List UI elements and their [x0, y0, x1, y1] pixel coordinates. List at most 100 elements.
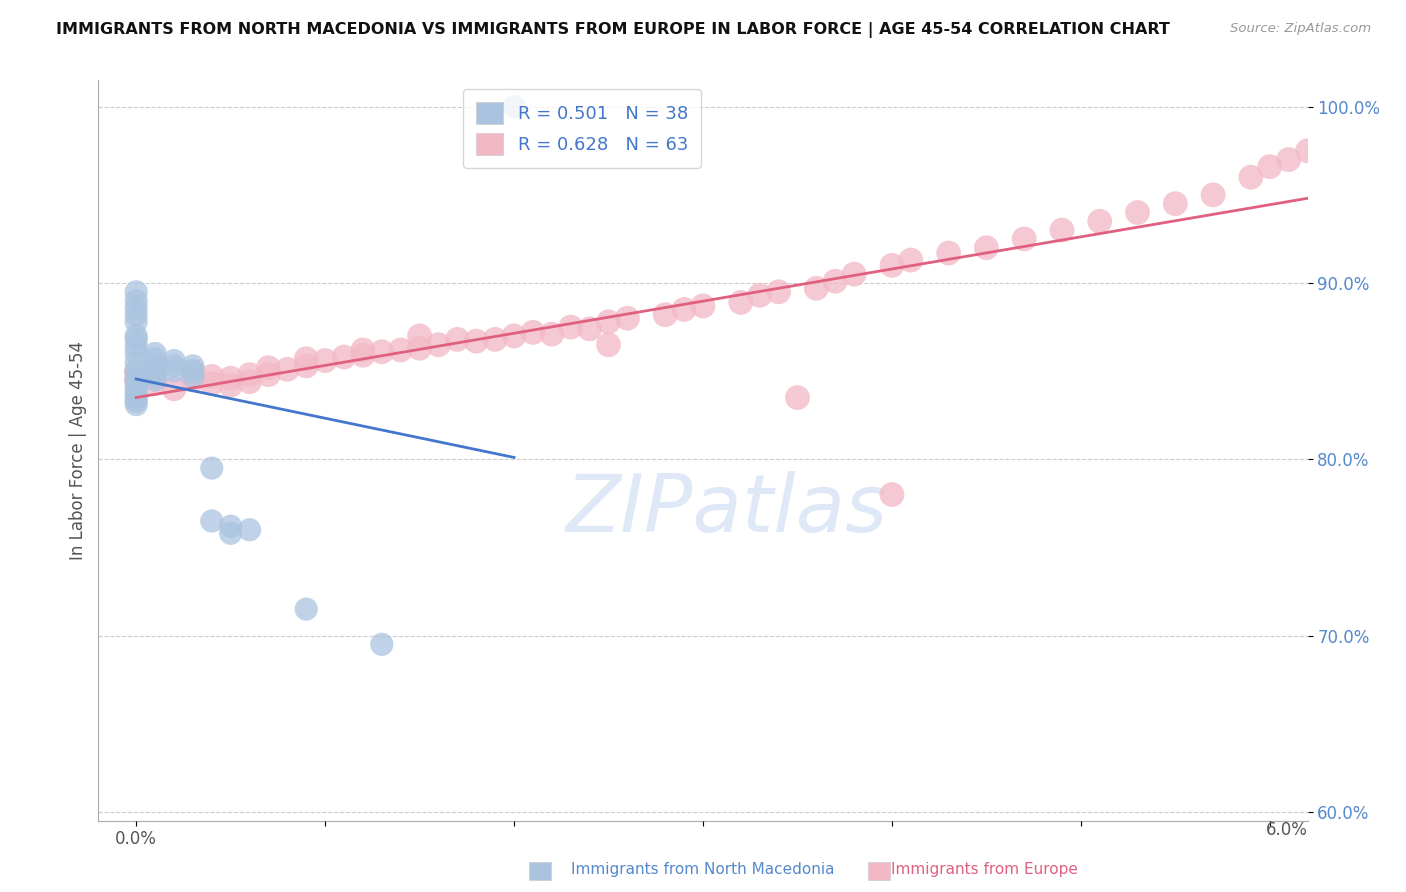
Point — [219, 371, 242, 385]
Point — [143, 351, 166, 366]
Point — [125, 355, 148, 369]
Point — [125, 364, 148, 378]
Text: Immigrants from Europe: Immigrants from Europe — [891, 863, 1077, 877]
Point — [314, 353, 336, 368]
Point — [143, 368, 166, 382]
Point — [730, 295, 752, 310]
Point — [522, 326, 544, 340]
Point — [465, 334, 488, 348]
Point — [352, 343, 374, 357]
Point — [1088, 214, 1111, 228]
Point — [125, 293, 148, 308]
Point — [1012, 232, 1035, 246]
Text: Immigrants from North Macedonia: Immigrants from North Macedonia — [571, 863, 835, 877]
Point — [125, 346, 148, 360]
Point — [1258, 160, 1281, 174]
Point — [352, 348, 374, 362]
Point — [143, 362, 166, 376]
Point — [125, 332, 148, 346]
Point — [181, 359, 204, 373]
Point — [163, 364, 186, 378]
Text: 6.0%: 6.0% — [1265, 821, 1308, 838]
Point — [125, 315, 148, 329]
Point — [598, 315, 620, 329]
Point — [125, 376, 148, 391]
Point — [295, 602, 318, 616]
Point — [844, 267, 866, 281]
Point — [143, 373, 166, 387]
Point — [125, 387, 148, 401]
Point — [276, 362, 298, 376]
Point — [201, 514, 224, 528]
Point — [125, 308, 148, 322]
Point — [598, 337, 620, 351]
Point — [143, 368, 166, 382]
Point — [239, 523, 262, 537]
Point — [371, 637, 394, 651]
Point — [976, 241, 998, 255]
Point — [257, 360, 280, 375]
Point — [181, 364, 204, 378]
Point — [673, 302, 696, 317]
Point — [295, 351, 318, 366]
Y-axis label: In Labor Force | Age 45-54: In Labor Force | Age 45-54 — [69, 341, 87, 560]
Point — [181, 373, 204, 387]
Point — [163, 382, 186, 396]
Text: Source: ZipAtlas.com: Source: ZipAtlas.com — [1230, 22, 1371, 36]
Point — [125, 382, 148, 396]
Point — [503, 329, 526, 343]
Point — [389, 343, 412, 357]
Point — [1050, 223, 1073, 237]
Point — [125, 364, 148, 378]
Point — [768, 285, 790, 299]
Point — [143, 357, 166, 371]
Point — [125, 301, 148, 315]
Point — [540, 327, 562, 342]
Point — [163, 353, 186, 368]
Point — [219, 526, 242, 541]
Point — [560, 320, 582, 334]
Point — [408, 329, 430, 343]
Point — [125, 339, 148, 353]
Point — [446, 332, 468, 346]
Point — [125, 371, 148, 385]
Point — [654, 308, 676, 322]
Point — [201, 376, 224, 391]
Point — [427, 337, 450, 351]
Point — [503, 100, 526, 114]
Point — [143, 376, 166, 391]
Point — [1164, 196, 1187, 211]
Point — [219, 519, 242, 533]
Point — [692, 299, 714, 313]
Point — [239, 375, 262, 389]
Point — [1126, 205, 1149, 219]
Point — [408, 341, 430, 355]
Point — [295, 359, 318, 373]
Text: IMMIGRANTS FROM NORTH MACEDONIA VS IMMIGRANTS FROM EUROPE IN LABOR FORCE | AGE 4: IMMIGRANTS FROM NORTH MACEDONIA VS IMMIG… — [56, 22, 1170, 38]
Legend: R = 0.501   N = 38, R = 0.628   N = 63: R = 0.501 N = 38, R = 0.628 N = 63 — [464, 89, 700, 168]
Point — [239, 368, 262, 382]
Text: ZIPatlas: ZIPatlas — [567, 471, 889, 549]
Point — [219, 378, 242, 392]
Point — [143, 346, 166, 360]
Point — [1202, 187, 1225, 202]
Point — [880, 487, 903, 501]
Point — [1240, 170, 1263, 185]
Point — [900, 253, 922, 268]
Point — [1278, 153, 1301, 167]
Point — [181, 364, 204, 378]
Point — [125, 373, 148, 387]
Point — [163, 359, 186, 373]
Point — [880, 258, 903, 272]
Point — [125, 285, 148, 299]
Point — [1296, 144, 1319, 158]
Point — [333, 350, 356, 364]
Point — [125, 394, 148, 409]
Point — [181, 369, 204, 384]
Point — [484, 332, 506, 346]
Point — [578, 322, 600, 336]
Point — [201, 369, 224, 384]
Point — [371, 344, 394, 359]
Point — [125, 329, 148, 343]
Point — [616, 311, 638, 326]
